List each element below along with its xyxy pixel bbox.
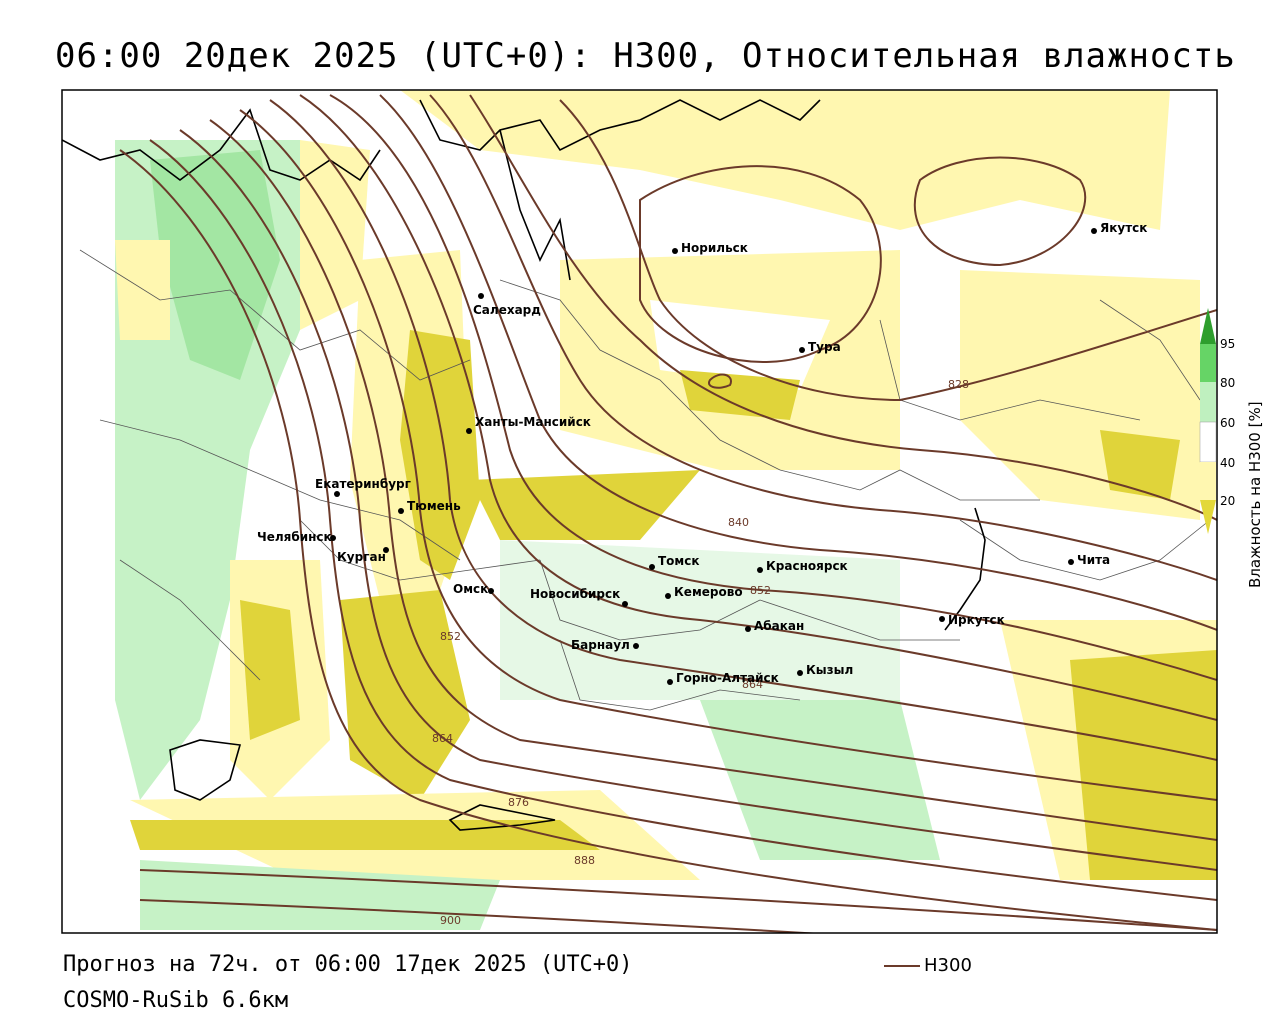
isoline-label: 876 — [508, 796, 529, 809]
city-marker — [1091, 228, 1097, 234]
colorbar-swatch — [1199, 421, 1217, 463]
isoline-label: 864 — [432, 732, 453, 745]
isoline-label: 852 — [750, 584, 771, 597]
colorbar-arrow-bottom — [1200, 500, 1216, 534]
city-marker — [383, 547, 389, 553]
city-label: Курган — [337, 550, 386, 564]
model-name: COSMO-RuSib 6.6км — [63, 988, 289, 1013]
isoline-labels: 828 840 852 852 864 864 876 888 900 — [432, 378, 969, 927]
colorbar-tick: 95 — [1220, 337, 1236, 351]
city-label: Екатеринбург — [315, 477, 411, 491]
city-label: Новосибирск — [530, 587, 620, 601]
city-marker — [398, 508, 404, 514]
city-label: Кемерово — [674, 585, 743, 599]
city-label: Якутск — [1100, 221, 1147, 235]
map-title: 06:00 20дек 2025 (UTC+0): H300, Относите… — [55, 36, 1236, 76]
city-marker — [466, 428, 472, 434]
city-label: Тюмень — [407, 499, 461, 513]
city-label: Горно-Алтайск — [676, 671, 779, 685]
city-label: Томск — [658, 554, 700, 568]
city-marker — [334, 491, 340, 497]
city-marker — [745, 626, 751, 632]
isoline-label: 900 — [440, 914, 461, 927]
city-label: Ханты-Мансийск — [475, 415, 591, 429]
map-content — [62, 90, 1217, 933]
city-marker — [672, 248, 678, 254]
city-marker — [649, 564, 655, 570]
isoline-label: 828 — [948, 378, 969, 391]
city-marker — [757, 567, 763, 573]
city-marker — [330, 535, 336, 541]
colorbar-tick: 20 — [1220, 494, 1236, 508]
city-label: Чита — [1077, 553, 1110, 567]
city-label: Иркутск — [948, 613, 1005, 627]
city-label: Челябинск — [257, 530, 332, 544]
isoline-label: 852 — [440, 630, 461, 643]
isoline-label: 840 — [728, 516, 749, 529]
city-label: Кызыл — [806, 663, 853, 677]
colorbar-swatch — [1200, 344, 1216, 382]
colorbar-tick: 60 — [1220, 416, 1236, 430]
city-marker — [488, 588, 494, 594]
forecast-info: Прогноз на 72ч. от 06:00 17дек 2025 (UTC… — [63, 952, 633, 977]
city-label: Абакан — [754, 619, 804, 633]
region-borders — [79, 249, 1211, 711]
city-marker — [667, 679, 673, 685]
city-label: Омск — [453, 582, 488, 596]
city-marker — [939, 616, 945, 622]
city-label: Красноярск — [766, 559, 848, 573]
city-marker — [622, 601, 628, 607]
city-label: Салехард — [473, 303, 541, 317]
colorbar-arrow-top — [1200, 308, 1216, 344]
legend-line-swatch — [884, 965, 920, 967]
colorbar-title: Влажность на H300 [%] — [1246, 401, 1264, 588]
colorbar-tick: 80 — [1220, 376, 1236, 390]
city-marker — [665, 593, 671, 599]
legend-label: H300 — [924, 955, 972, 976]
colorbar — [1199, 308, 1217, 534]
isoline-label: 888 — [574, 854, 595, 867]
city-marker — [799, 347, 805, 353]
coastlines — [62, 99, 986, 831]
city-label: Тура — [808, 340, 841, 354]
colorbar-swatch — [1200, 462, 1216, 500]
city-label: Барнаул — [571, 638, 630, 652]
isoline-label: 864 — [742, 678, 763, 691]
city-marker — [1068, 559, 1074, 565]
map-frame — [61, 89, 1218, 934]
colorbar-tick: 40 — [1220, 456, 1236, 470]
cities: Норильск Якутск Салехард Тура Ханты-Манс… — [257, 221, 1147, 685]
humidity-field — [115, 90, 1217, 930]
colorbar-swatch — [1200, 382, 1216, 422]
city-marker — [478, 293, 484, 299]
city-marker — [797, 670, 803, 676]
h300-contours — [119, 94, 1217, 933]
city-label: Норильск — [681, 241, 748, 255]
city-marker — [633, 643, 639, 649]
